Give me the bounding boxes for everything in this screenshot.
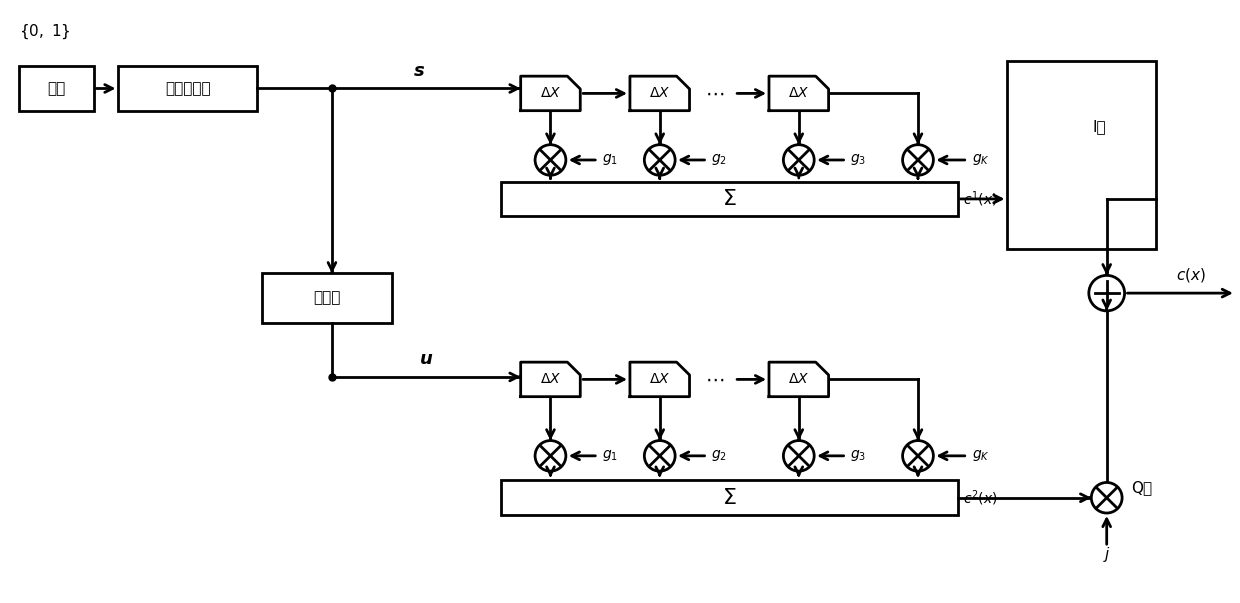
Bar [19, 66, 93, 111]
Text: $g_3$: $g_3$ [851, 153, 867, 168]
Text: I路: I路 [1092, 119, 1106, 134]
Text: $g_K$: $g_K$ [972, 449, 990, 463]
Text: $\Sigma$: $\Sigma$ [722, 488, 737, 508]
Circle shape [784, 441, 815, 471]
Text: $g_K$: $g_K$ [972, 153, 990, 168]
Polygon shape [521, 76, 580, 111]
Text: Q路: Q路 [1132, 481, 1153, 496]
Text: $c^2(x)$: $c^2(x)$ [962, 488, 997, 508]
Bar [501, 481, 957, 515]
Text: 交织器: 交织器 [314, 291, 341, 306]
Circle shape [1089, 276, 1125, 311]
Text: $g_2$: $g_2$ [712, 153, 728, 168]
Text: $\Delta X$: $\Delta X$ [649, 86, 671, 101]
Text: $\cdots$: $\cdots$ [704, 84, 724, 103]
Text: $\Delta X$: $\Delta X$ [789, 373, 810, 387]
Polygon shape [769, 362, 828, 397]
Text: $c^1(x)$: $c^1(x)$ [962, 189, 997, 209]
Polygon shape [769, 76, 828, 111]
Polygon shape [630, 76, 689, 111]
Text: $\{0,\ 1\}$: $\{0,\ 1\}$ [19, 22, 71, 41]
Circle shape [536, 441, 565, 471]
Text: $\Sigma$: $\Sigma$ [722, 189, 737, 209]
Circle shape [645, 145, 675, 175]
Text: $\boldsymbol{s}$: $\boldsymbol{s}$ [413, 62, 425, 80]
Text: $j$: $j$ [1102, 546, 1111, 564]
Bar [501, 182, 957, 216]
Text: 信源: 信源 [47, 81, 66, 96]
Text: $g_2$: $g_2$ [712, 449, 728, 463]
Text: $g_1$: $g_1$ [603, 449, 619, 463]
Text: $g_3$: $g_3$ [851, 449, 867, 463]
Text: $\Delta X$: $\Delta X$ [539, 86, 560, 101]
Circle shape [903, 145, 934, 175]
Bar [118, 66, 258, 111]
Text: $c(x)$: $c(x)$ [1177, 267, 1207, 285]
Circle shape [645, 441, 675, 471]
Text: 多电平映射: 多电平映射 [165, 81, 211, 96]
Text: $\boldsymbol{u}$: $\boldsymbol{u}$ [419, 350, 434, 368]
Text: $\Delta X$: $\Delta X$ [649, 373, 671, 387]
Text: $\Delta X$: $\Delta X$ [539, 373, 560, 387]
Text: $g_1$: $g_1$ [603, 153, 619, 168]
Text: $\Delta X$: $\Delta X$ [789, 86, 810, 101]
Circle shape [536, 145, 565, 175]
Circle shape [784, 145, 815, 175]
Text: $\cdots$: $\cdots$ [704, 370, 724, 389]
Circle shape [1091, 482, 1122, 513]
Circle shape [903, 441, 934, 471]
Polygon shape [521, 362, 580, 397]
Bar [263, 273, 392, 323]
Bar [1007, 62, 1157, 249]
Polygon shape [630, 362, 689, 397]
